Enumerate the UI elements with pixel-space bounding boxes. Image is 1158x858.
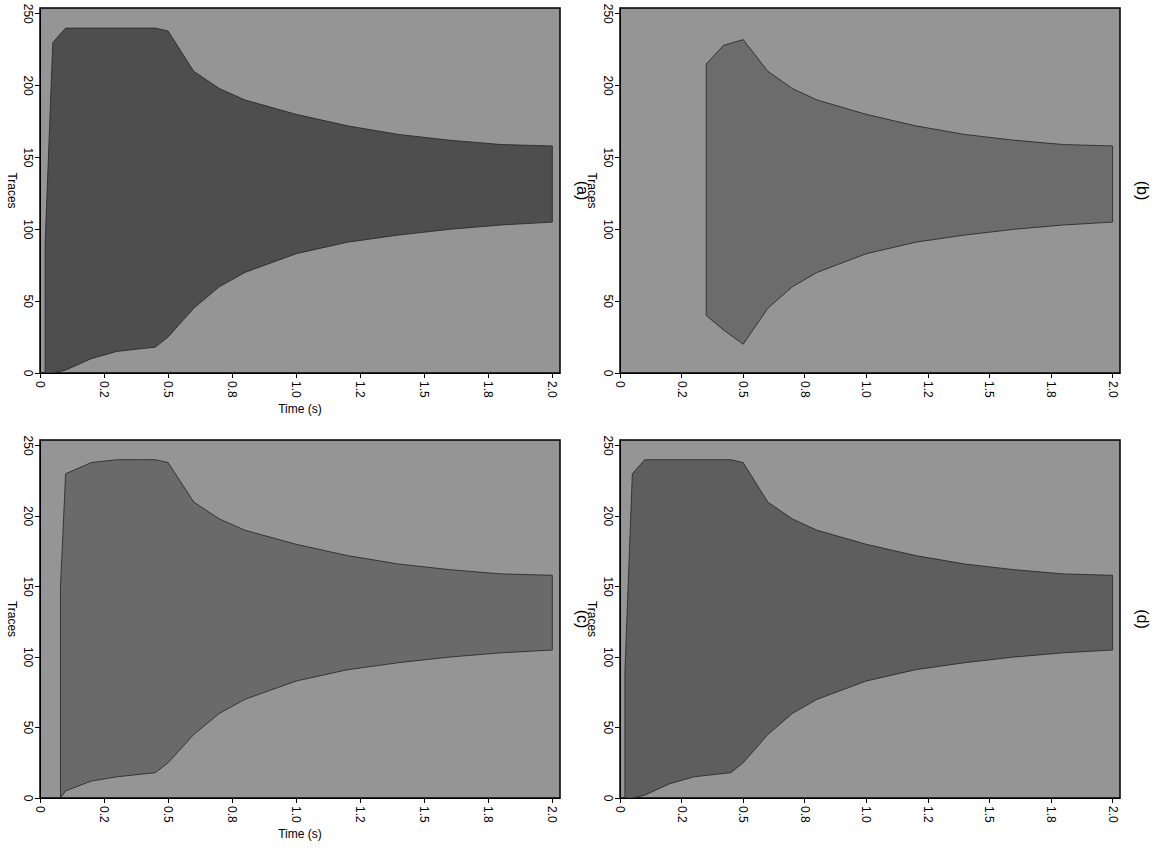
- svg-text:1.2: 1.2: [921, 381, 935, 398]
- svg-text:1.8: 1.8: [481, 806, 495, 823]
- svg-text:0: 0: [33, 381, 47, 388]
- svg-text:0.8: 0.8: [225, 381, 239, 398]
- svg-text:200: 200: [21, 506, 35, 526]
- svg-text:1.0: 1.0: [289, 806, 303, 823]
- svg-text:50: 50: [21, 294, 35, 308]
- svg-text:150: 150: [601, 577, 615, 597]
- svg-text:50: 50: [601, 721, 615, 735]
- svg-text:100: 100: [21, 647, 35, 667]
- svg-text:0: 0: [33, 806, 47, 813]
- svg-text:2.0: 2.0: [545, 806, 559, 823]
- svg-text:150: 150: [601, 147, 615, 167]
- svg-text:250: 250: [601, 436, 615, 456]
- svg-text:100: 100: [601, 219, 615, 239]
- svg-text:1.2: 1.2: [921, 806, 935, 823]
- svg-text:2.0: 2.0: [1106, 381, 1120, 398]
- svg-text:1.8: 1.8: [1044, 806, 1058, 823]
- svg-text:250: 250: [601, 4, 615, 24]
- svg-text:0.5: 0.5: [161, 806, 175, 823]
- svg-text:150: 150: [21, 577, 35, 597]
- svg-text:200: 200: [601, 76, 615, 96]
- svg-text:0.2: 0.2: [97, 806, 111, 823]
- svg-text:100: 100: [601, 647, 615, 667]
- svg-text:1.8: 1.8: [1044, 381, 1058, 398]
- svg-text:0.8: 0.8: [798, 806, 812, 823]
- svg-text:0.2: 0.2: [675, 381, 689, 398]
- svg-text:0: 0: [613, 381, 627, 388]
- svg-text:1.2: 1.2: [353, 381, 367, 398]
- svg-text:(a): (a): [573, 180, 591, 201]
- svg-text:200: 200: [601, 506, 615, 526]
- svg-text:0: 0: [21, 795, 35, 802]
- svg-text:Traces: Traces: [5, 601, 19, 637]
- svg-text:0: 0: [21, 370, 35, 377]
- svg-text:1.5: 1.5: [417, 806, 431, 823]
- svg-text:0: 0: [613, 806, 627, 813]
- svg-text:1.5: 1.5: [982, 381, 996, 398]
- svg-text:0.5: 0.5: [161, 381, 175, 398]
- svg-text:Time (s): Time (s): [278, 402, 322, 416]
- svg-text:0: 0: [601, 370, 615, 377]
- svg-text:50: 50: [601, 294, 615, 308]
- svg-text:2.0: 2.0: [545, 381, 559, 398]
- svg-text:1.2: 1.2: [353, 806, 367, 823]
- svg-text:(c): (c): [573, 609, 591, 629]
- svg-text:1.0: 1.0: [859, 381, 873, 398]
- svg-text:0.8: 0.8: [798, 381, 812, 398]
- svg-text:0.2: 0.2: [97, 381, 111, 398]
- svg-text:1.5: 1.5: [417, 381, 431, 398]
- svg-text:0.5: 0.5: [736, 381, 750, 398]
- svg-text:200: 200: [21, 76, 35, 96]
- svg-text:250: 250: [21, 436, 35, 456]
- svg-text:1.0: 1.0: [289, 381, 303, 398]
- svg-text:(d): (d): [1134, 609, 1151, 629]
- svg-text:0: 0: [601, 795, 615, 802]
- svg-text:2.0: 2.0: [1106, 806, 1120, 823]
- svg-text:Traces: Traces: [5, 172, 19, 208]
- svg-text:Traces: Traces: [585, 601, 599, 637]
- svg-text:1.0: 1.0: [859, 806, 873, 823]
- svg-text:50: 50: [21, 721, 35, 735]
- svg-text:1.8: 1.8: [481, 381, 495, 398]
- svg-text:0.5: 0.5: [736, 806, 750, 823]
- svg-text:100: 100: [21, 219, 35, 239]
- svg-text:0.2: 0.2: [675, 806, 689, 823]
- svg-text:150: 150: [21, 147, 35, 167]
- svg-text:(b): (b): [1134, 181, 1151, 201]
- svg-text:0.8: 0.8: [225, 806, 239, 823]
- svg-text:Time (s): Time (s): [278, 827, 322, 841]
- svg-text:Traces: Traces: [585, 172, 599, 208]
- svg-text:1.5: 1.5: [982, 806, 996, 823]
- svg-text:250: 250: [21, 4, 35, 24]
